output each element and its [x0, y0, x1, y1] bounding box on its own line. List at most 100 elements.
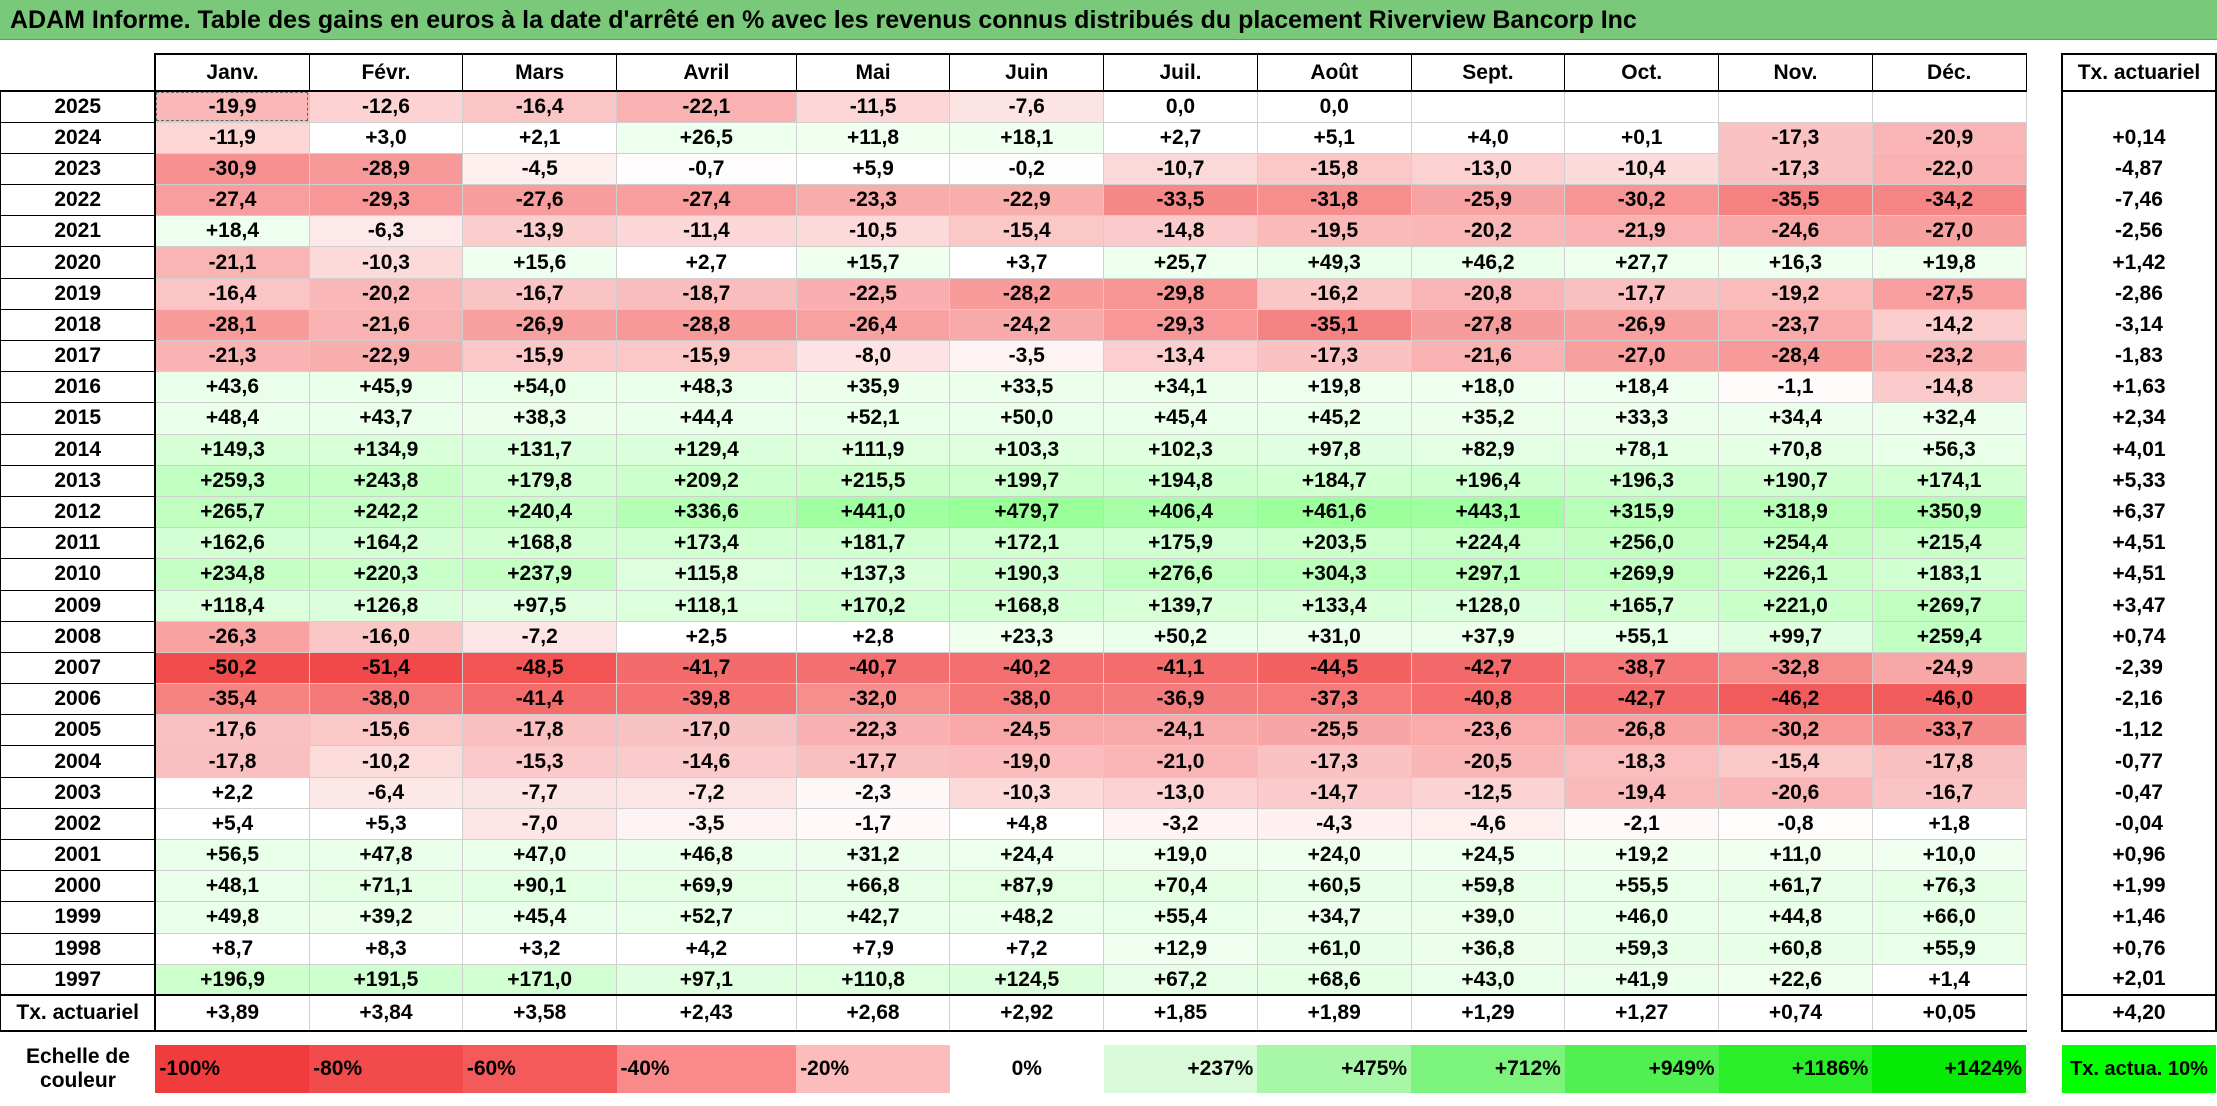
value-cell: +174,1	[1871, 465, 2027, 497]
value-cell: -32,8	[1718, 652, 1873, 685]
value-cell: -27,0	[1871, 215, 2027, 248]
value-cell: +24,5	[1410, 839, 1566, 872]
value-cell: +50,2	[1103, 621, 1258, 653]
value-cell: +209,2	[616, 465, 797, 497]
value-cell: -24,1	[1103, 714, 1258, 747]
year-cell: 2023	[0, 153, 157, 186]
value-cell: +102,3	[1103, 434, 1258, 466]
value-cell: -38,0	[308, 683, 464, 716]
value-cell: -15,4	[1718, 745, 1873, 778]
value-cell: -26,4	[795, 309, 951, 342]
value-cell: +254,4	[1718, 527, 1873, 560]
tx-actuariel-cell: +0,74	[2060, 621, 2217, 653]
value-cell: +19,0	[1103, 839, 1258, 872]
value-cell: -28,2	[949, 278, 1105, 310]
value-cell: +134,9	[308, 434, 464, 466]
value-cell: +15,6	[462, 246, 618, 279]
value-cell: +126,8	[308, 590, 464, 622]
year-cell: 2016	[0, 371, 157, 404]
value-cell: +34,4	[1718, 402, 1873, 435]
column-separator	[2026, 590, 2062, 622]
value-cell: +406,4	[1103, 496, 1258, 529]
value-cell: +196,3	[1564, 465, 1720, 497]
year-cell: 2021	[0, 215, 157, 248]
value-cell: -16,2	[1256, 278, 1412, 310]
value-cell: -10,3	[949, 777, 1105, 809]
tx-actuariel-cell: -3,14	[2060, 309, 2217, 341]
value-cell: -14,8	[1871, 371, 2027, 404]
value-cell: +18,4	[154, 215, 310, 248]
table-body: 2025 -19,9 -12,6 -16,4 -22,1 -11,5 -7,6 0,0 0,0 2…	[0, 91, 2217, 1094]
value-cell: +7,9	[795, 933, 951, 965]
value-cell: +35,9	[795, 371, 951, 404]
gains-table: Janv. Févr. Mars Avril Mai Juin Juil. Ao…	[0, 53, 2217, 1094]
value-cell: -7,2	[462, 621, 618, 653]
color-scale-swatch: -20%	[796, 1045, 950, 1094]
month-header: Mars	[462, 53, 618, 92]
value-cell: +3,7	[949, 246, 1105, 279]
value-cell: +181,7	[795, 527, 951, 560]
value-cell: +24,0	[1256, 839, 1412, 872]
table-row: 2014 +149,3 +134,9 +131,7 +129,4 +111,9 +103,3…	[0, 434, 2217, 466]
value-cell	[1564, 91, 1720, 123]
value-cell: +172,1	[949, 527, 1105, 560]
value-cell: +61,0	[1256, 933, 1412, 965]
footer-value-cell: +1,27	[1564, 994, 1720, 1033]
footer-value-cell: +2,68	[795, 994, 951, 1033]
value-cell: +8,3	[308, 933, 464, 965]
value-cell: +18,1	[949, 122, 1105, 154]
value-cell: -35,5	[1718, 184, 1873, 217]
month-header: Sept.	[1410, 53, 1566, 92]
column-separator	[2026, 371, 2062, 403]
value-cell: +32,4	[1871, 402, 2027, 435]
value-cell: +36,8	[1410, 933, 1566, 965]
column-separator	[2026, 434, 2062, 466]
color-scale-swatch: +237%	[1103, 1045, 1258, 1094]
footer-value-cell: +1,89	[1256, 994, 1412, 1033]
year-cell: 2018	[0, 309, 157, 342]
value-cell: -35,4	[154, 683, 310, 716]
value-cell: -14,6	[616, 745, 797, 778]
value-cell: -3,2	[1103, 808, 1258, 841]
value-cell: -15,8	[1256, 153, 1412, 186]
color-scale-swatch: 0%	[949, 1045, 1104, 1094]
value-cell: +24,4	[949, 839, 1105, 872]
value-cell: +168,8	[949, 590, 1105, 622]
tx-actuariel-cell: +0,76	[2060, 933, 2217, 965]
color-scale-row: Echelle de couleur -100% -80% -60% -40% -20% 0…	[1, 1045, 2216, 1094]
value-cell: -22,0	[1871, 153, 2027, 186]
tx-actuariel-cell: -2,56	[2060, 215, 2217, 247]
value-cell: +18,0	[1410, 371, 1566, 404]
value-cell: +82,9	[1410, 434, 1566, 466]
value-cell: +46,8	[616, 839, 797, 872]
value-cell: -15,6	[308, 714, 464, 747]
value-cell: +27,7	[1564, 246, 1720, 279]
table-row: 2016 +43,6 +45,9 +54,0 +48,3 +35,9 +33,5 +34,1 +…	[0, 371, 2217, 404]
value-cell: -16,0	[308, 621, 464, 653]
value-cell: +234,8	[154, 558, 310, 591]
value-cell: -22,5	[795, 278, 951, 310]
value-cell: -19,2	[1718, 278, 1873, 310]
column-separator	[2026, 278, 2062, 310]
value-cell: -14,2	[1871, 309, 2027, 342]
value-cell: -35,1	[1256, 309, 1412, 342]
column-separator	[2026, 91, 2062, 123]
value-cell: +43,0	[1410, 964, 1566, 996]
footer-value-cell: +3,58	[462, 994, 618, 1033]
value-cell: -27,4	[154, 184, 310, 217]
value-cell: +45,2	[1256, 402, 1412, 435]
year-cell: 2009	[0, 590, 157, 622]
value-cell: -41,4	[462, 683, 618, 716]
value-cell: -13,4	[1103, 340, 1258, 373]
table-row: 1999 +49,8 +39,2 +45,4 +52,7 +42,7 +48,2 +55,4 +…	[0, 901, 2217, 934]
value-cell: -17,3	[1718, 122, 1873, 154]
value-cell: +190,3	[949, 558, 1105, 591]
value-cell: +18,4	[1564, 371, 1720, 404]
value-cell: -19,5	[1256, 215, 1412, 248]
table-row: 2023 -30,9 -28,9 -4,5 -0,7 +5,9 -0,2 -10,7 -15,8…	[0, 153, 2217, 186]
value-cell: -7,0	[462, 808, 618, 841]
value-cell: +203,5	[1256, 527, 1412, 560]
table-row: 2006 -35,4 -38,0 -41,4 -39,8 -32,0 -38,0 -36,9-…	[0, 683, 2217, 716]
value-cell: -26,3	[154, 621, 310, 653]
year-cell: 2011	[0, 527, 157, 560]
